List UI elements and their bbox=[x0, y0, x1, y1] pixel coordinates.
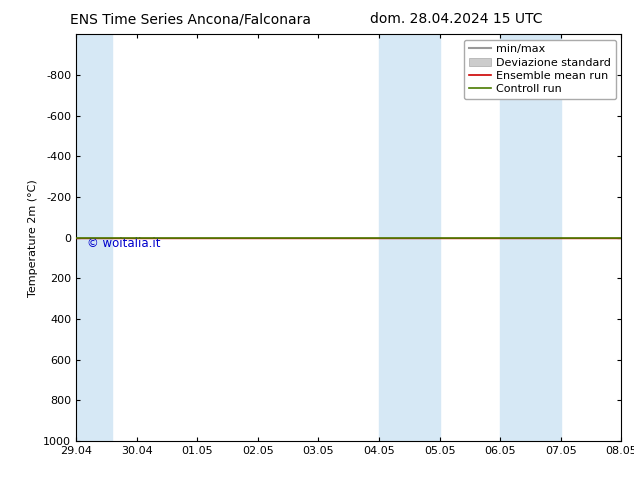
Bar bbox=[379, 34, 439, 441]
Bar bbox=[76, 34, 112, 441]
Legend: min/max, Deviazione standard, Ensemble mean run, Controll run: min/max, Deviazione standard, Ensemble m… bbox=[464, 40, 616, 99]
Y-axis label: Temperature 2m (°C): Temperature 2m (°C) bbox=[28, 179, 37, 296]
Text: dom. 28.04.2024 15 UTC: dom. 28.04.2024 15 UTC bbox=[370, 12, 543, 26]
Text: ENS Time Series Ancona/Falconara: ENS Time Series Ancona/Falconara bbox=[70, 12, 311, 26]
Bar bbox=[500, 34, 560, 441]
Text: © woitalia.it: © woitalia.it bbox=[87, 237, 160, 250]
